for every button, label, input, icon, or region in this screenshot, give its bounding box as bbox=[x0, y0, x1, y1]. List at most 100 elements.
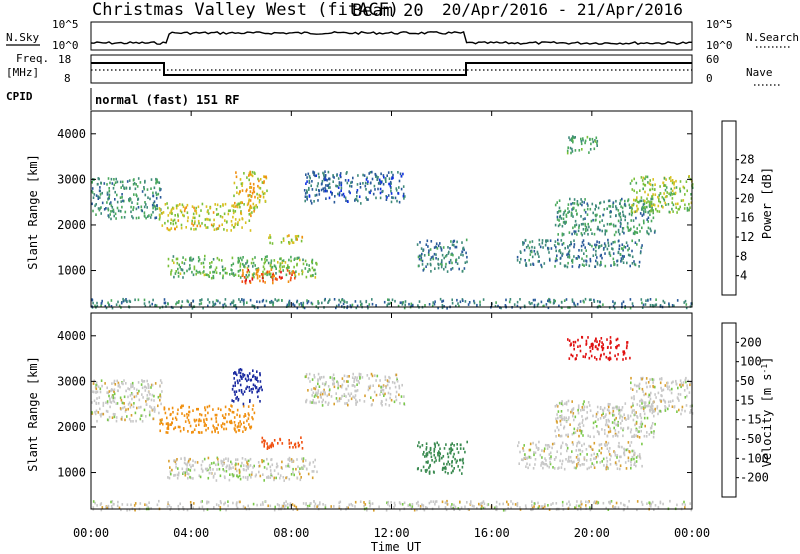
echo-cell bbox=[193, 428, 196, 431]
echo-cell bbox=[610, 346, 612, 349]
echo-cell bbox=[222, 468, 224, 471]
echo-cell bbox=[261, 258, 263, 261]
echo-cell bbox=[516, 504, 519, 508]
echo-cell bbox=[243, 415, 245, 418]
echo-cell bbox=[110, 299, 113, 302]
echo-cell bbox=[314, 268, 316, 272]
echo-cell bbox=[672, 203, 675, 207]
echo-cell bbox=[543, 304, 545, 308]
echo-cell bbox=[97, 195, 99, 198]
echo-cell bbox=[217, 407, 220, 410]
echo-cell bbox=[514, 503, 517, 506]
echo-cell bbox=[419, 445, 421, 449]
echo-cell bbox=[101, 191, 103, 195]
echo-cell bbox=[210, 276, 213, 280]
echo-cell bbox=[482, 506, 485, 510]
echo-cell bbox=[240, 368, 243, 372]
echo-cell bbox=[216, 468, 218, 471]
echo-cell bbox=[580, 137, 582, 141]
echo-cell bbox=[630, 387, 632, 390]
echo-cell bbox=[302, 502, 305, 505]
echo-cell bbox=[626, 341, 628, 344]
echo-cell bbox=[688, 202, 690, 206]
echo-cell bbox=[349, 304, 352, 307]
echo-cell bbox=[634, 411, 636, 415]
echo-cell bbox=[418, 257, 421, 261]
echo-cell bbox=[543, 447, 546, 450]
echo-cell bbox=[253, 272, 255, 275]
echo-cell bbox=[645, 404, 648, 408]
echo-cell bbox=[104, 304, 107, 308]
echo-cell bbox=[393, 400, 396, 404]
echo-cell bbox=[192, 464, 194, 467]
echo-cell bbox=[356, 195, 358, 198]
echo-cell bbox=[291, 460, 293, 463]
echo-cell bbox=[108, 394, 110, 398]
echo-cell bbox=[433, 302, 436, 306]
echo-cell bbox=[311, 266, 314, 270]
echo-cell bbox=[433, 252, 436, 256]
echo-cell bbox=[244, 281, 247, 285]
echo-cell bbox=[109, 213, 111, 216]
echo-cell bbox=[204, 422, 206, 426]
echo-cell bbox=[393, 501, 396, 505]
echo-cell bbox=[96, 301, 98, 305]
echo-cell bbox=[321, 392, 324, 396]
echo-cell bbox=[656, 405, 659, 408]
echo-cell bbox=[223, 462, 225, 466]
echo-cell bbox=[151, 393, 154, 397]
echo-cell bbox=[567, 433, 569, 437]
echo-cell bbox=[401, 503, 404, 506]
echo-cell bbox=[552, 302, 555, 305]
echo-cell bbox=[141, 386, 144, 390]
echo-cell bbox=[285, 266, 288, 270]
echo-cell bbox=[636, 200, 639, 204]
echo-cell bbox=[671, 387, 673, 391]
echo-cell bbox=[327, 170, 330, 174]
echo-cell bbox=[650, 408, 652, 411]
echo-cell bbox=[638, 265, 640, 268]
echo-cell bbox=[458, 256, 460, 259]
echo-cell bbox=[635, 198, 638, 201]
echo-cell bbox=[604, 432, 606, 435]
echo-cell bbox=[250, 206, 253, 209]
echo-cell bbox=[654, 393, 656, 396]
echo-cell bbox=[634, 199, 637, 202]
echo-cell bbox=[147, 383, 149, 386]
echo-cell bbox=[608, 252, 611, 255]
echo-cell bbox=[529, 456, 532, 460]
echo-cell bbox=[279, 437, 281, 441]
echo-cell bbox=[611, 406, 614, 410]
echo-cell bbox=[676, 503, 678, 507]
echo-cell bbox=[556, 254, 558, 258]
echo-cell bbox=[133, 387, 136, 390]
echo-cell bbox=[642, 303, 645, 307]
echo-cell bbox=[151, 383, 154, 387]
echo-cell bbox=[568, 339, 571, 342]
echo-cell bbox=[239, 178, 242, 181]
echo-cell bbox=[214, 472, 216, 475]
echo-cell bbox=[312, 391, 315, 394]
echo-cell bbox=[343, 393, 346, 396]
echo-cell bbox=[234, 201, 236, 205]
echo-cell bbox=[153, 204, 156, 208]
echo-cell bbox=[635, 411, 637, 414]
echo-cell bbox=[181, 412, 183, 415]
echo-cell bbox=[618, 412, 620, 416]
echo-cell bbox=[323, 375, 325, 379]
echo-cell bbox=[92, 382, 95, 385]
echo-cell bbox=[257, 184, 259, 188]
echo-cell bbox=[608, 199, 611, 202]
echo-cell bbox=[271, 463, 274, 467]
echo-cell bbox=[166, 505, 169, 508]
echo-cell bbox=[476, 507, 478, 510]
echo-cell bbox=[614, 301, 616, 305]
echo-cell bbox=[549, 460, 551, 464]
echo-cell bbox=[118, 304, 121, 308]
echo-cell bbox=[448, 447, 451, 451]
echo-cell bbox=[538, 243, 541, 246]
echo-cell bbox=[311, 302, 314, 306]
echo-cell bbox=[690, 302, 693, 305]
echo-cell bbox=[131, 397, 133, 401]
echo-cell bbox=[580, 500, 583, 504]
